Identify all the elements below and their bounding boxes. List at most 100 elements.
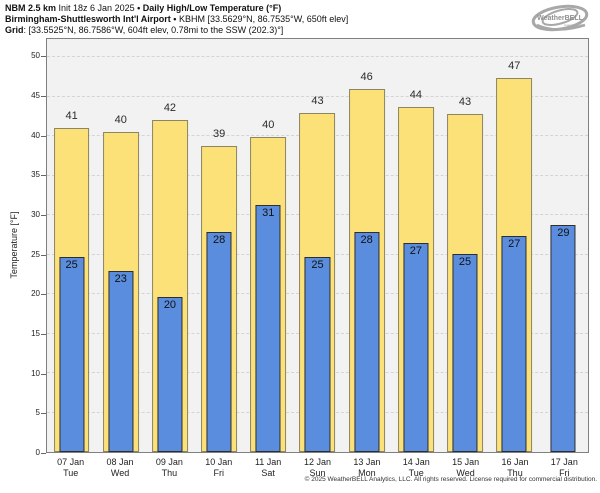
high-value-label: 41 bbox=[65, 110, 78, 123]
low-value-label: 25 bbox=[65, 258, 78, 271]
bar-group: 40 23 bbox=[96, 39, 145, 452]
high-value-label: 47 bbox=[508, 59, 521, 72]
chart-header: NBM 2.5 km Init 18z 6 Jan 2025 • Daily H… bbox=[5, 3, 348, 36]
low-bar: 28 bbox=[206, 231, 232, 452]
grid-details: : [33.5525°N, 86.7586°W, 604ft elev, 0.7… bbox=[23, 25, 284, 35]
bar-group: 29 bbox=[539, 39, 588, 452]
x-tick-date: 16 Jan bbox=[501, 457, 529, 467]
low-bar: 27 bbox=[403, 242, 429, 452]
low-bar: 28 bbox=[354, 231, 380, 452]
x-tick-date: 10 Jan bbox=[205, 457, 233, 467]
y-tick-label: 35 bbox=[31, 170, 40, 180]
x-tick-label: 09 Jan Thu bbox=[139, 457, 199, 479]
y-tick-mark bbox=[41, 373, 46, 375]
x-tick-day: Wed bbox=[456, 468, 475, 478]
high-value-label: 42 bbox=[163, 102, 177, 115]
header-line-1: NBM 2.5 km Init 18z 6 Jan 2025 • Daily H… bbox=[5, 3, 348, 14]
header-line-2: Birmingham-Shuttlesworth Int'l Airport •… bbox=[5, 14, 348, 25]
low-bar: 29 bbox=[550, 224, 576, 452]
x-tick-label: 13 Jan Mon bbox=[337, 457, 397, 479]
y-tick-mark bbox=[41, 333, 46, 335]
init-time: Init 18z 6 Jan 2025 bbox=[56, 3, 138, 13]
bar-group: 47 27 bbox=[490, 39, 539, 452]
station-details: KBHM [33.5629°N, 86.7535°W, 650ft elev] bbox=[178, 14, 349, 24]
low-bar: 20 bbox=[157, 297, 183, 452]
high-value-label: 44 bbox=[409, 88, 422, 101]
x-tick-label: 15 Jan Wed bbox=[436, 457, 496, 479]
y-tick-mark bbox=[41, 175, 46, 177]
low-bar: 23 bbox=[108, 271, 134, 452]
x-tick-date: 15 Jan bbox=[452, 457, 480, 467]
bar-group: 43 25 bbox=[293, 39, 342, 452]
x-tick-day: Mon bbox=[358, 468, 376, 478]
weatherbell-logo: WeatherBELL Analytics LLC bbox=[531, 4, 589, 32]
logo-subtext: Analytics LLC bbox=[564, 23, 583, 27]
x-tick-label: 07 Jan Tue bbox=[41, 457, 101, 479]
bar-group: 40 31 bbox=[244, 39, 293, 452]
bar-group: 44 27 bbox=[391, 39, 440, 452]
x-tick-date: 08 Jan bbox=[106, 457, 134, 467]
x-tick-day: Sat bbox=[261, 468, 275, 478]
x-tick-day: Tue bbox=[63, 468, 79, 478]
x-tick-day: Fri bbox=[213, 468, 225, 478]
high-value-label: 40 bbox=[262, 118, 275, 131]
low-bar: 25 bbox=[304, 256, 331, 452]
grid-label: Grid bbox=[5, 25, 24, 35]
x-tick-date: 11 Jan bbox=[254, 457, 282, 467]
bar-group: 46 28 bbox=[342, 39, 391, 452]
high-value-label: 46 bbox=[360, 70, 373, 83]
header-line-3: Grid: [33.5525°N, 86.7586°W, 604ft elev,… bbox=[5, 25, 348, 36]
x-tick-date: 12 Jan bbox=[303, 457, 332, 467]
x-tick-label: 12 Jan Sun bbox=[288, 457, 348, 479]
y-tick-mark bbox=[41, 135, 46, 137]
x-tick-label: 11 Jan Sat bbox=[238, 457, 298, 479]
y-tick-mark bbox=[41, 294, 46, 296]
x-tick-date: 17 Jan bbox=[550, 457, 578, 467]
plot-area: 41 25 40 23 42 20 39 28 40 31 43 25 46 28 44 27 43 25 47 27… bbox=[46, 38, 589, 453]
y-tick-mark bbox=[41, 413, 46, 415]
bar-group: 41 25 bbox=[47, 39, 96, 452]
x-tick-day: Thu bbox=[161, 468, 178, 478]
x-tick-label: 10 Jan Fri bbox=[189, 457, 249, 479]
low-value-label: 28 bbox=[212, 233, 226, 246]
low-value-label: 25 bbox=[311, 258, 324, 271]
y-tick-mark bbox=[41, 56, 46, 58]
x-tick-date: 14 Jan bbox=[402, 457, 430, 467]
x-tick-label: 16 Jan Thu bbox=[485, 457, 545, 479]
y-tick-label: 5 bbox=[35, 408, 40, 418]
high-value-label: 40 bbox=[114, 114, 127, 127]
y-tick-label: 20 bbox=[31, 289, 40, 299]
low-value-label: 27 bbox=[409, 244, 422, 257]
low-value-label: 20 bbox=[163, 299, 177, 312]
high-value-label: 43 bbox=[458, 96, 472, 109]
x-tick-date: 13 Jan bbox=[353, 457, 381, 467]
copyright-text: © 2025 WeatherBELL Analytics, LLC. All r… bbox=[304, 476, 597, 483]
y-tick-label: 30 bbox=[31, 209, 40, 219]
high-value-label: 43 bbox=[311, 95, 324, 108]
low-value-label: 23 bbox=[114, 273, 127, 286]
y-tick-label: 45 bbox=[31, 90, 40, 100]
y-tick-label: 0 bbox=[35, 448, 40, 457]
low-bar: 27 bbox=[501, 236, 527, 452]
logo-text: WeatherBELL bbox=[537, 15, 583, 22]
logo-swirl-icon bbox=[531, 4, 589, 32]
x-tick-day: Tue bbox=[408, 468, 424, 478]
gridline bbox=[47, 56, 588, 58]
x-tick-label: 14 Jan Tue bbox=[386, 457, 446, 479]
y-tick-label: 15 bbox=[31, 328, 40, 338]
y-tick-mark bbox=[41, 214, 46, 216]
low-value-label: 27 bbox=[508, 238, 521, 251]
y-tick-label: 10 bbox=[31, 368, 40, 378]
x-tick-label: 08 Jan Wed bbox=[90, 457, 150, 479]
bar-group: 39 28 bbox=[195, 39, 244, 452]
y-tick-label: 50 bbox=[31, 51, 40, 61]
y-tick-label: 25 bbox=[31, 249, 40, 259]
x-tick-day: Thu bbox=[507, 468, 523, 478]
y-tick-mark bbox=[41, 95, 46, 97]
y-tick-mark bbox=[41, 453, 46, 454]
low-value-label: 25 bbox=[458, 255, 472, 268]
bar-group: 43 25 bbox=[440, 39, 489, 452]
low-bar: 25 bbox=[452, 253, 478, 452]
station-name: Birmingham-Shuttlesworth Int'l Airport • bbox=[5, 14, 179, 24]
